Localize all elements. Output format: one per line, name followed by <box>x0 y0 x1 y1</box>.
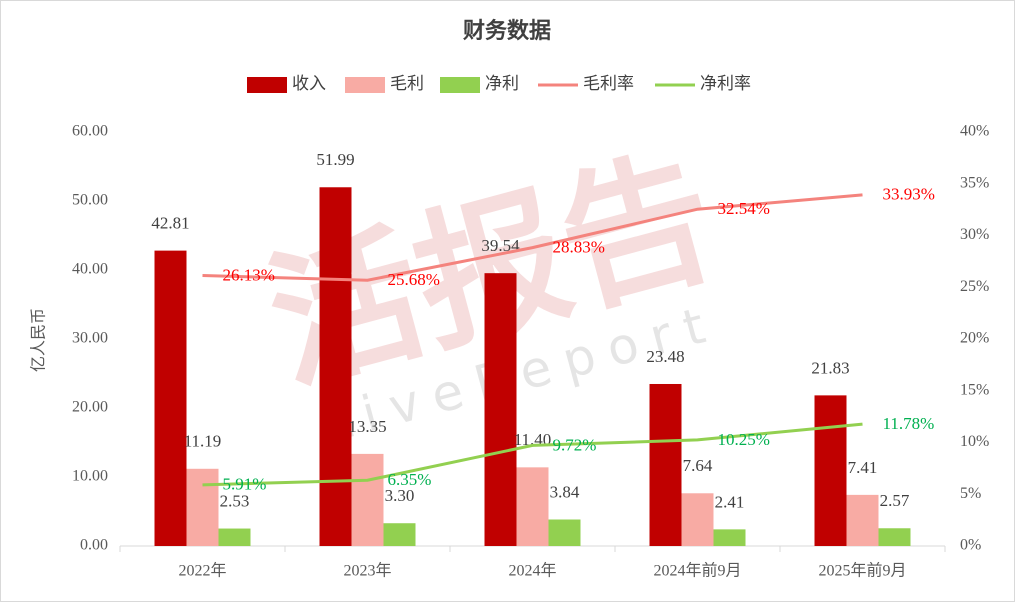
y-tick-label: 20.00 <box>72 399 108 416</box>
bar-value-label: 2.57 <box>880 491 910 510</box>
bar <box>218 528 251 546</box>
bar <box>548 519 581 546</box>
bar <box>846 494 879 546</box>
legend-label: 毛利率 <box>583 74 634 93</box>
bar-value-label: 7.64 <box>683 456 713 475</box>
y-axis-label: 亿人民币 <box>30 308 48 372</box>
y-tick-label: 40.00 <box>72 261 108 278</box>
line <box>202 193 863 282</box>
bar-value-label: 7.41 <box>848 458 878 477</box>
line <box>202 422 863 487</box>
legend-label: 净利率 <box>700 74 751 93</box>
bar-value-label: 23.48 <box>646 347 684 366</box>
y-tick-label: 60.00 <box>72 123 108 140</box>
bar <box>319 187 352 547</box>
line-value-label: 6.35% <box>388 470 432 489</box>
y-tick-label: 0.00 <box>80 537 108 554</box>
y-tick-label: 10.00 <box>72 468 108 485</box>
bar-value-label: 3.30 <box>385 486 415 505</box>
legend-swatch <box>440 77 480 93</box>
bar <box>649 383 682 546</box>
y2-tick-label: 20% <box>960 330 989 347</box>
x-tick-label: 2022年 <box>178 562 226 580</box>
bar-value-label: 2.53 <box>220 491 250 510</box>
line-value-label: 26.13% <box>223 265 275 284</box>
y2-tick-label: 40% <box>960 123 989 140</box>
bar <box>713 529 746 546</box>
bar <box>681 493 714 546</box>
x-tick-label: 2024年前9月 <box>653 562 741 580</box>
bar <box>484 273 517 546</box>
bar-value-label: 13.35 <box>348 417 386 436</box>
chart-title: 财务数据 <box>463 18 551 43</box>
x-tick-label: 2025年前9月 <box>818 562 906 580</box>
line-value-label: 28.83% <box>553 238 605 257</box>
y2-tick-label: 35% <box>960 174 989 191</box>
bar <box>383 523 416 546</box>
bar <box>814 395 847 546</box>
bar <box>516 467 549 546</box>
line-value-label: 9.72% <box>553 435 597 454</box>
bar-value-label: 2.41 <box>715 492 745 511</box>
x-tick-label: 2024年 <box>508 562 556 580</box>
y-tick-label: 50.00 <box>72 192 108 209</box>
y-tick-label: 30.00 <box>72 330 108 347</box>
bar-value-label: 51.99 <box>316 150 354 169</box>
legend-swatch <box>345 77 385 93</box>
bar <box>154 250 187 546</box>
line-value-label: 25.68% <box>388 270 440 289</box>
bar-value-label: 42.81 <box>151 214 189 233</box>
bar <box>878 528 911 546</box>
legend-label: 净利 <box>485 74 519 93</box>
bar-value-label: 11.19 <box>184 432 222 451</box>
y2-tick-label: 25% <box>960 278 989 295</box>
line-value-label: 10.25% <box>718 430 770 449</box>
line-value-label: 5.91% <box>223 475 267 494</box>
legend-label: 收入 <box>292 74 326 93</box>
bar-value-label: 21.83 <box>811 358 849 377</box>
line-value-label: 33.93% <box>883 185 935 204</box>
legend-swatch <box>247 77 287 93</box>
line-value-label: 32.54% <box>718 199 770 218</box>
x-tick-label: 2023年 <box>343 562 391 580</box>
y2-tick-label: 15% <box>960 381 989 398</box>
bar <box>351 453 384 546</box>
y2-tick-label: 30% <box>960 226 989 243</box>
legend-label: 毛利 <box>390 74 424 93</box>
bar-value-label: 39.54 <box>481 236 520 255</box>
y2-tick-label: 0% <box>960 537 981 554</box>
bar <box>186 468 219 546</box>
y2-tick-label: 5% <box>960 485 981 502</box>
y2-tick-label: 10% <box>960 433 989 450</box>
bar-value-label: 3.84 <box>550 482 580 501</box>
line-value-label: 11.78% <box>883 414 935 433</box>
